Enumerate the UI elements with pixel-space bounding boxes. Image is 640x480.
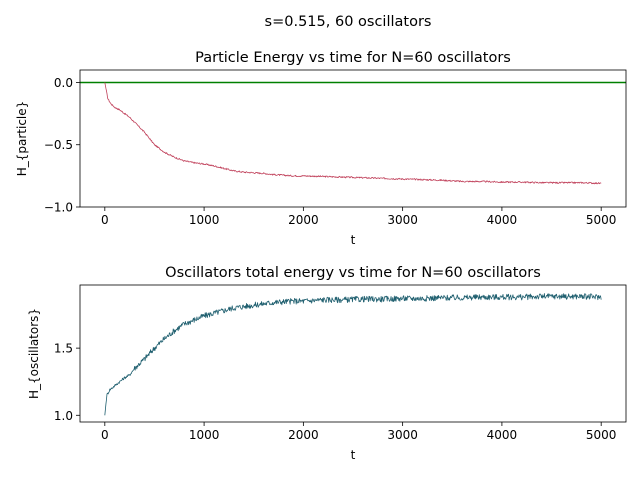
x-tick-label: 3000 xyxy=(387,213,418,227)
y-tick-label: 1.5 xyxy=(54,342,73,356)
chart-title: Particle Energy vs time for N=60 oscilla… xyxy=(195,50,511,66)
x-tick-label: 1000 xyxy=(189,213,220,227)
y-axis-label: H_{oscillators} xyxy=(27,308,41,399)
x-tick-label: 1000 xyxy=(189,428,220,442)
y-tick-label: −0.5 xyxy=(44,138,73,152)
y-tick-label: 0.0 xyxy=(54,76,73,90)
series-line xyxy=(104,82,602,185)
x-tick-label: 3000 xyxy=(387,428,418,442)
x-tick-label: 5000 xyxy=(586,428,617,442)
x-tick-label: 0 xyxy=(101,428,109,442)
series-line xyxy=(104,293,602,416)
x-tick-label: 5000 xyxy=(586,213,617,227)
y-tick-label: −1.0 xyxy=(44,201,73,215)
x-axis-label: t xyxy=(351,448,356,462)
x-tick-label: 4000 xyxy=(487,428,518,442)
x-tick-label: 2000 xyxy=(288,213,319,227)
particle-energy-chart: Particle Energy vs time for N=60 oscilla… xyxy=(15,50,627,247)
y-axis-label: H_{particle} xyxy=(15,101,29,177)
x-axis-label: t xyxy=(351,233,356,247)
x-tick-label: 2000 xyxy=(288,428,319,442)
figure-suptitle: s=0.515, 60 oscillators xyxy=(265,14,432,30)
x-tick-label: 0 xyxy=(101,213,109,227)
chart-title: Oscillators total energy vs time for N=6… xyxy=(165,265,541,281)
axes-frame xyxy=(79,284,627,423)
oscillators-energy-chart: Oscillators total energy vs time for N=6… xyxy=(27,265,627,462)
y-tick-label: 1.0 xyxy=(54,409,73,423)
x-tick-label: 4000 xyxy=(487,213,518,227)
axes-frame xyxy=(79,69,627,208)
